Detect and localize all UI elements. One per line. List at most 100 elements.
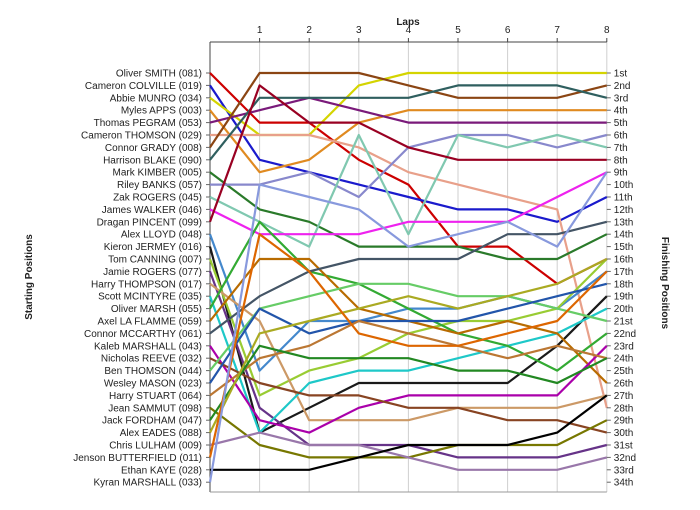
starting-position-label: Oliver MARSH (055) — [111, 304, 202, 315]
finishing-position-label: 14th — [614, 230, 633, 241]
finishing-position-label: 19th — [614, 292, 633, 303]
finishing-position-label: 25th — [614, 366, 633, 377]
starting-position-label: Kaleb MARSHALL (043) — [94, 341, 202, 352]
finishing-position-label: 30th — [614, 428, 633, 439]
starting-position-label: Abbie MUNRO (034) — [110, 93, 202, 104]
finishing-position-label: 1st — [614, 69, 628, 80]
series-line — [209, 258, 608, 434]
right-axis-title: Finishing Positions — [659, 237, 670, 330]
series-line — [208, 84, 607, 223]
finishing-position-label: 28th — [614, 403, 633, 414]
finishing-position-label: 2nd — [614, 81, 631, 92]
finishing-position-label: 6th — [614, 131, 628, 142]
starting-position-label: Jenson BUTTERFIELD (011) — [73, 453, 202, 464]
finishing-position-label: 22nd — [614, 329, 636, 340]
lap-tick-label: 4 — [406, 25, 412, 36]
series-line — [208, 171, 608, 483]
finishing-position-label: 31st — [614, 441, 633, 452]
finishing-position-label: 20th — [614, 304, 633, 315]
starting-position-label: Cameron THOMSON (029) — [81, 131, 202, 142]
starting-position-label: Kyran MARSHALL (033) — [93, 478, 202, 489]
lap-tick-labels: 1 2 3 4 5 6 7 8 — [257, 25, 610, 42]
starting-position-label: James WALKER (046) — [102, 205, 202, 216]
starting-position-label: Jamie ROGERS (077) — [103, 267, 202, 278]
series-line — [209, 72, 608, 285]
series-line — [209, 345, 608, 434]
starting-position-label: Nicholas REEVE (032) — [101, 354, 202, 365]
starting-position-label: Oliver SMITH (081) — [116, 69, 202, 80]
series-line — [209, 109, 607, 174]
series-line — [209, 96, 607, 124]
starting-position-label: Chris LULHAM (009) — [109, 441, 202, 452]
finishing-position-label: 11th — [614, 193, 633, 204]
lap-tick-label: 1 — [257, 25, 263, 36]
lap-tick-label: 6 — [505, 25, 511, 36]
finishing-position-label: 23rd — [614, 341, 634, 352]
starting-position-label: Mark KIMBER (005) — [113, 168, 202, 179]
series-line — [209, 133, 608, 248]
starting-position-label: Tom CANNING (007) — [108, 255, 202, 266]
starting-position-label: Myles APPS (003) — [121, 106, 202, 117]
finishing-position-label: 10th — [614, 180, 633, 191]
finishing-position-label: 24th — [614, 354, 633, 365]
starting-position-label: Alex EADES (088) — [120, 428, 202, 439]
finishing-position-label: 33rd — [614, 465, 634, 476]
lap-tick-label: 2 — [306, 25, 312, 36]
finishing-position-label: 26th — [614, 379, 633, 390]
starting-position-label: Connor GRADY (008) — [105, 143, 202, 154]
finishing-position-labels: 1st2nd3rd4th5th6th7th8th9th10th11th12th1… — [606, 69, 636, 489]
starting-position-label: Jean SAMMUT (098) — [108, 403, 202, 414]
finishing-position-label: 16th — [614, 255, 633, 266]
finishing-position-label: 12th — [614, 205, 633, 216]
lap-tick-label: 3 — [356, 25, 362, 36]
series-line — [209, 171, 608, 236]
series-line — [209, 282, 608, 372]
finishing-position-label: 18th — [614, 279, 633, 290]
series-line — [209, 220, 608, 335]
starting-position-label: Wesley MASON (023) — [104, 379, 202, 390]
starting-position-label: Jack FORDHAM (047) — [102, 416, 202, 427]
starting-position-label: Kieron JERMEY (016) — [104, 242, 202, 253]
finishing-position-label: 7th — [614, 143, 628, 154]
finishing-position-label: 34th — [614, 478, 633, 489]
finishing-position-label: 32nd — [614, 453, 636, 464]
finishing-position-label: 9th — [614, 168, 628, 179]
series-lines — [208, 71, 608, 483]
series-line — [210, 394, 608, 471]
starting-position-label: Alex LLOYD (048) — [121, 230, 202, 241]
finishing-position-label: 15th — [614, 242, 633, 253]
starting-position-label: Harry THOMPSON (017) — [91, 279, 202, 290]
starting-position-label: Connor MCCARTHY (061) — [84, 329, 202, 340]
series-line — [208, 295, 608, 434]
starting-position-label: Ben THOMSON (044) — [104, 366, 202, 377]
finishing-position-label: 21st — [614, 317, 633, 328]
lap-tick-label: 7 — [554, 25, 560, 36]
finishing-position-label: 5th — [614, 118, 628, 129]
starting-position-label: Harry STUART (064) — [109, 391, 202, 402]
starting-position-label: Scott MCINTYRE (035) — [98, 292, 202, 303]
series-line — [209, 344, 608, 421]
series-line — [208, 233, 608, 458]
finishing-position-label: 27th — [614, 391, 633, 402]
finishing-position-label: 3rd — [614, 93, 628, 104]
x-axis-title: Laps — [396, 17, 420, 28]
series-line — [209, 220, 608, 372]
starting-position-label: Riley BANKS (057) — [117, 180, 202, 191]
starting-position-label: Thomas PEGRAM (053) — [94, 118, 202, 129]
starting-position-label: Dragan PINCENT (099) — [97, 217, 202, 228]
finishing-position-label: 29th — [614, 416, 633, 427]
finishing-position-label: 13th — [614, 217, 633, 228]
starting-position-label: Zak ROGERS (045) — [113, 193, 202, 204]
starting-position-labels: Oliver SMITH (081)Cameron COLVILLE (019)… — [73, 69, 202, 489]
finishing-position-label: 17th — [614, 267, 633, 278]
left-axis-title: Starting Positions — [24, 234, 35, 320]
starting-position-label: Cameron COLVILLE (019) — [85, 81, 202, 92]
lap-tick-label: 8 — [604, 25, 610, 36]
series-line — [209, 319, 608, 397]
series-line — [209, 357, 608, 434]
series-line — [209, 84, 608, 223]
series-line — [209, 282, 608, 384]
lap-tick-label: 5 — [455, 25, 461, 36]
